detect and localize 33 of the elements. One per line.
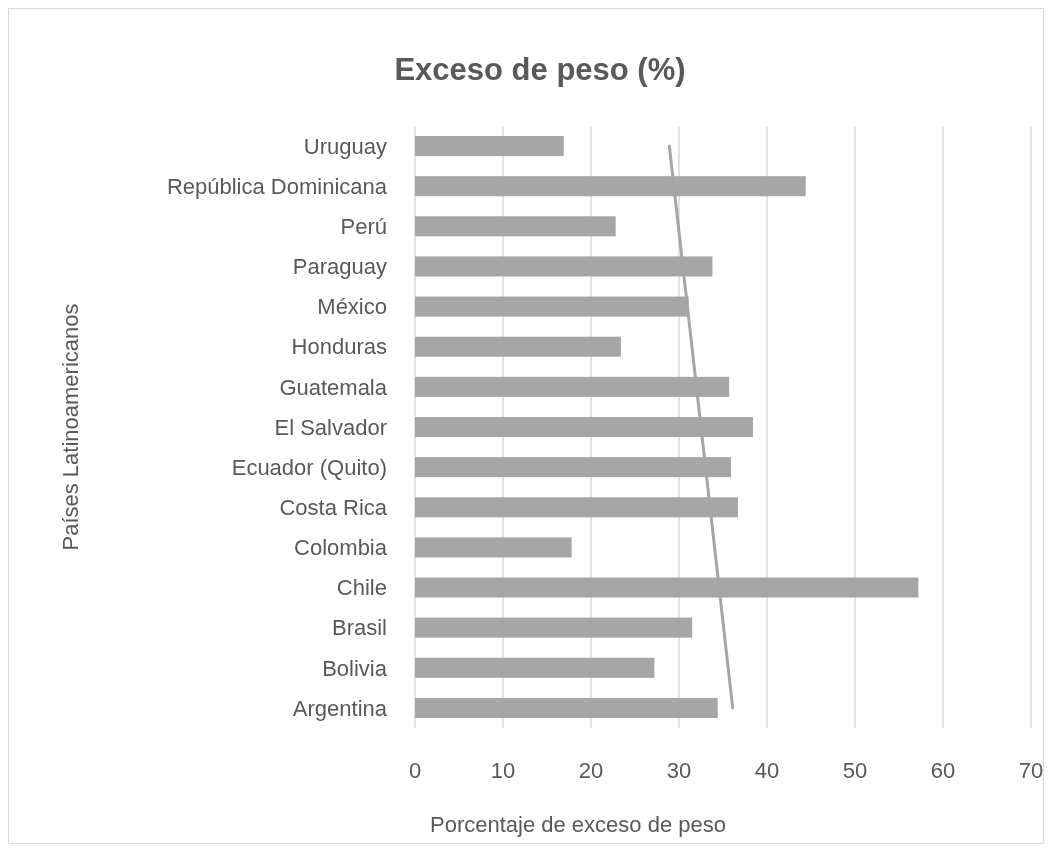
y-axis-title: Países Latinoamericanos xyxy=(58,303,83,551)
bar xyxy=(415,697,718,718)
y-tick-label: República Dominicana xyxy=(166,173,388,199)
bar xyxy=(415,136,564,157)
y-tick-label: Brasil xyxy=(331,615,387,641)
y-tick-label: Uruguay xyxy=(303,133,387,159)
y-tick-label: Chile xyxy=(336,575,387,601)
x-tick-label: 20 xyxy=(578,758,604,783)
x-tick-label: 60 xyxy=(930,758,956,783)
x-tick-label: 40 xyxy=(754,758,780,783)
bar xyxy=(415,537,572,558)
x-tick-label: 70 xyxy=(1018,758,1044,783)
y-tick-label: Ecuador (Quito) xyxy=(231,454,387,480)
x-tick-label: 50 xyxy=(842,758,868,783)
bar xyxy=(415,657,655,678)
y-tick-label: Perú xyxy=(340,214,387,240)
y-tick-label: Colombia xyxy=(294,535,388,561)
y-tick-label: Honduras xyxy=(291,334,387,360)
y-tick-label: Argentina xyxy=(292,695,388,721)
x-tick-label: 30 xyxy=(666,758,692,783)
y-tick-label: Paraguay xyxy=(292,254,387,280)
bar xyxy=(415,617,693,638)
bar xyxy=(415,216,616,237)
y-tick-label: México xyxy=(317,294,387,320)
x-axis-title: Porcentaje de exceso de peso xyxy=(430,812,726,837)
y-tick-label: El Salvador xyxy=(274,414,387,440)
x-tick-label: 0 xyxy=(408,758,422,783)
y-tick-label: Bolivia xyxy=(322,655,388,681)
bar xyxy=(415,336,621,357)
y-tick-label: Guatemala xyxy=(279,374,388,400)
y-tick-label: Costa Rica xyxy=(279,494,388,520)
chart-title: Exceso de peso (%) xyxy=(394,52,686,87)
x-tick-label: 10 xyxy=(490,758,516,783)
